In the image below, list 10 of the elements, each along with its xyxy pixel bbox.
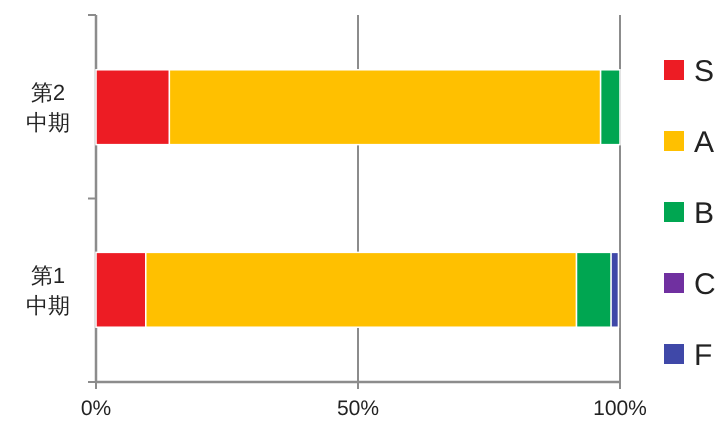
y-tick-label: 第1 中期 (26, 262, 70, 318)
legend-label: A (694, 126, 714, 159)
legend-label: C (694, 268, 716, 301)
x-tick-label: 50% (336, 397, 380, 420)
legend-label: B (694, 197, 714, 230)
legend-label: S (694, 55, 714, 88)
x-tick-label: 0% (80, 397, 112, 420)
legend-label: F (694, 339, 712, 372)
x-tick-label: 100% (593, 397, 647, 420)
y-tick-label: 第2 中期 (26, 80, 70, 136)
